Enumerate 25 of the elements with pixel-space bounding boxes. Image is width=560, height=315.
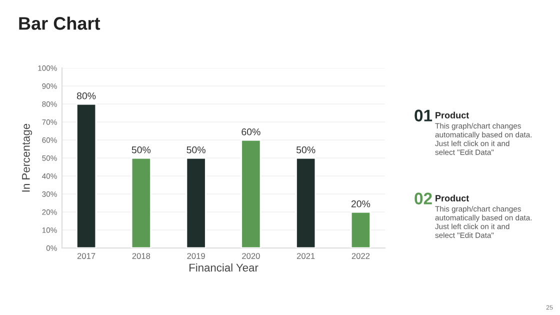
- text: Product: [436, 112, 469, 118]
- data-label: 20%: [351, 200, 370, 208]
- bar: [186, 157, 206, 248]
- data-label: 50%: [296, 146, 316, 154]
- bar: [350, 211, 372, 248]
- bar: [240, 139, 262, 248]
- text: 02: [414, 192, 432, 204]
- bar: [296, 157, 316, 248]
- chart-title: Bar Chart: [19, 16, 100, 30]
- text: 01: [414, 110, 432, 122]
- y-axis-title: In Percentage: [22, 124, 32, 192]
- data-label: 50%: [186, 146, 206, 154]
- bar: [76, 103, 97, 248]
- x-tick-label: 2020: [242, 253, 260, 259]
- x-tick-label: 2018: [132, 253, 150, 259]
- x-axis-title: Financial Year: [190, 263, 258, 272]
- x-tick-label: 2021: [296, 253, 315, 259]
- x-tick-label: 2022: [352, 253, 370, 259]
- data-label: 80%: [76, 92, 96, 100]
- text: Product: [436, 194, 469, 202]
- data-label: 60%: [242, 128, 260, 136]
- data-label: 50%: [132, 146, 151, 154]
- x-tick-label: 2017: [77, 253, 96, 259]
- x-tick-label: 2019: [187, 253, 205, 259]
- bar: [130, 157, 152, 248]
